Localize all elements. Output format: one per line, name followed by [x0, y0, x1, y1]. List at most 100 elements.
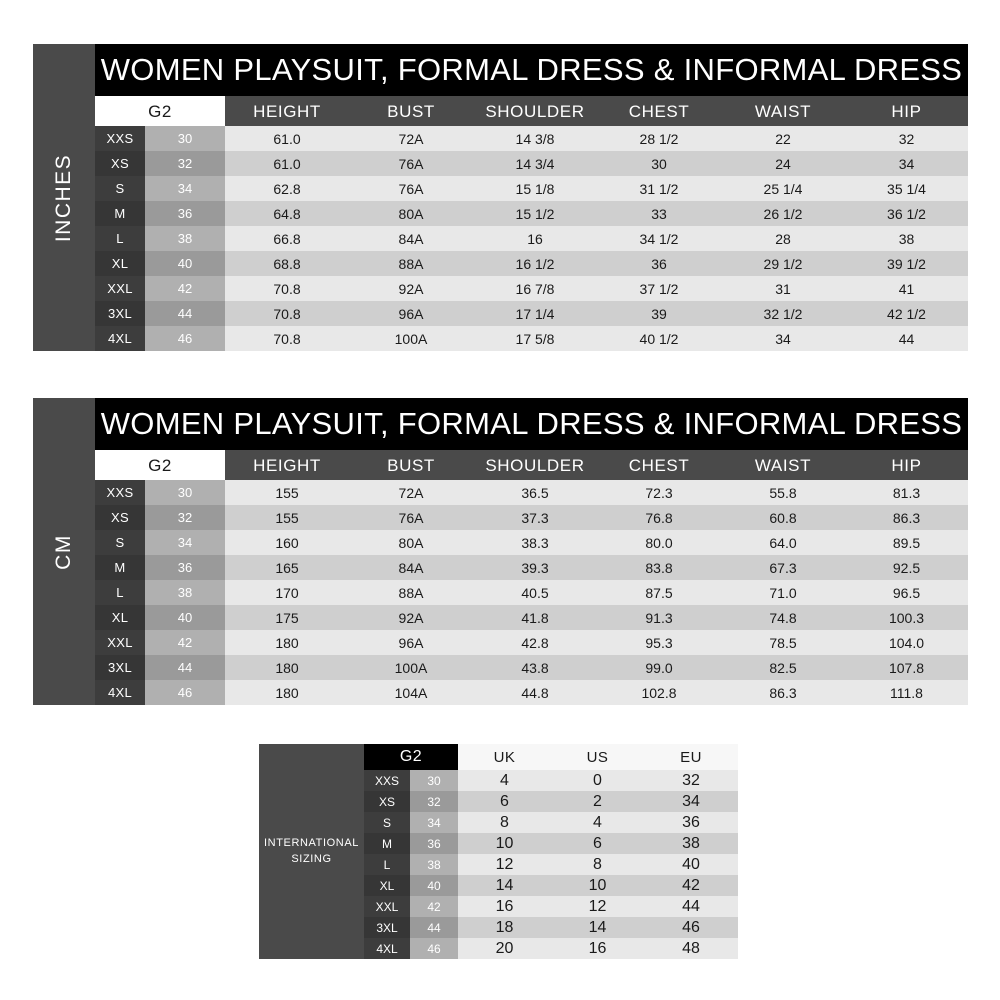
cell-measurement-value: 67.3 — [721, 555, 845, 580]
cell-measurement-value: 36 1/2 — [845, 201, 968, 226]
cell-g2-size: 42 — [145, 630, 225, 655]
cell-g2-size: 38 — [410, 854, 458, 875]
cell-measurement-value: 80A — [349, 530, 473, 555]
cell-size-label: XXL — [95, 630, 145, 655]
column-header-waist: WAIST — [721, 96, 845, 126]
cell-measurement-value: 18 — [458, 917, 551, 938]
cell-measurement-value: 29 1/2 — [721, 251, 845, 276]
cell-measurement-value: 70.8 — [225, 276, 349, 301]
column-header-shoulder: SHOULDER — [473, 96, 597, 126]
cell-measurement-value: 104.0 — [845, 630, 968, 655]
cell-measurement-value: 22 — [721, 126, 845, 151]
unit-label-cm-text: CM — [51, 533, 75, 570]
cell-measurement-value: 40.5 — [473, 580, 597, 605]
cell-measurement-value: 15 1/8 — [473, 176, 597, 201]
cell-measurement-value: 66.8 — [225, 226, 349, 251]
cell-measurement-value: 70.8 — [225, 326, 349, 351]
table-row: M 36 165 84A 39.3 83.8 67.3 92.5 — [95, 555, 968, 580]
cell-measurement-value: 61.0 — [225, 126, 349, 151]
cell-size-label: L — [364, 854, 410, 875]
cell-size-label: M — [95, 555, 145, 580]
table-row: XL 40 175 92A 41.8 91.3 74.8 100.3 — [95, 605, 968, 630]
cell-measurement-value: 89.5 — [845, 530, 968, 555]
cell-measurement-value: 35 1/4 — [845, 176, 968, 201]
cell-g2-size: 40 — [145, 605, 225, 630]
cell-measurement-value: 12 — [551, 896, 644, 917]
column-header-us: US — [551, 744, 644, 770]
cell-size-label: XXS — [95, 126, 145, 151]
international-sizing-label-line1: INTERNATIONAL — [264, 836, 359, 849]
cell-measurement-value: 160 — [225, 530, 349, 555]
measurements-table-inches: G2 HEIGHT BUST SHOULDER CHEST WAIST HIP … — [95, 96, 968, 351]
cell-g2-size: 46 — [145, 326, 225, 351]
cell-measurement-value: 87.5 — [597, 580, 721, 605]
column-header-bust: BUST — [349, 96, 473, 126]
cell-measurement-value: 36 — [644, 812, 738, 833]
table-row: XL 40 14 10 42 — [364, 875, 738, 896]
cell-measurement-value: 111.8 — [845, 680, 968, 705]
cell-size-label: M — [95, 201, 145, 226]
cell-measurement-value: 6 — [458, 791, 551, 812]
table-body-inches: XXS 30 61.0 72A 14 3/8 28 1/2 22 32 XS 32 61.0 76A 1… — [95, 126, 968, 351]
table-row: XXL 42 16 12 44 — [364, 896, 738, 917]
cell-measurement-value: 62.8 — [225, 176, 349, 201]
cell-measurement-value: 100.3 — [845, 605, 968, 630]
column-header-bust: BUST — [349, 450, 473, 480]
cell-size-label: 4XL — [364, 938, 410, 959]
cell-measurement-value: 82.5 — [721, 655, 845, 680]
table-header-row: G2 HEIGHT BUST SHOULDER CHEST WAIST HIP — [95, 450, 968, 480]
column-header-g2: G2 — [95, 96, 225, 126]
cell-measurement-value: 14 — [458, 875, 551, 896]
column-header-chest: CHEST — [597, 96, 721, 126]
column-header-chest: CHEST — [597, 450, 721, 480]
table-row: L 38 12 8 40 — [364, 854, 738, 875]
size-chart-inches: INCHES WOMEN PLAYSUIT, FORMAL DRESS & IN… — [33, 44, 968, 351]
cell-g2-size: 36 — [145, 555, 225, 580]
cell-measurement-value: 88A — [349, 580, 473, 605]
cell-size-label: XS — [95, 505, 145, 530]
cell-measurement-value: 42 1/2 — [845, 301, 968, 326]
cell-measurement-value: 34 — [644, 791, 738, 812]
cell-measurement-value: 84A — [349, 555, 473, 580]
cell-g2-size: 34 — [145, 176, 225, 201]
cell-measurement-value: 2 — [551, 791, 644, 812]
cell-measurement-value: 37.3 — [473, 505, 597, 530]
cell-g2-size: 32 — [145, 151, 225, 176]
cell-measurement-value: 24 — [721, 151, 845, 176]
table-body-cm: XXS 30 155 72A 36.5 72.3 55.8 81.3 XS 32 155 76A 37.… — [95, 480, 968, 705]
cell-measurement-value: 42.8 — [473, 630, 597, 655]
cell-measurement-value: 165 — [225, 555, 349, 580]
table-row: L 38 170 88A 40.5 87.5 71.0 96.5 — [95, 580, 968, 605]
cell-size-label: XL — [364, 875, 410, 896]
cell-g2-size: 44 — [145, 655, 225, 680]
cell-g2-size: 46 — [145, 680, 225, 705]
column-header-hip: HIP — [845, 96, 968, 126]
column-header-shoulder: SHOULDER — [473, 450, 597, 480]
cell-measurement-value: 86.3 — [845, 505, 968, 530]
cell-measurement-value: 17 1/4 — [473, 301, 597, 326]
table-row: XS 32 61.0 76A 14 3/4 30 24 34 — [95, 151, 968, 176]
table-body-international: XXS 30 4 0 32 XS 32 6 2 34 S 34 8 4 36 M 36 10 6 38 L 38 12 8 40… — [364, 770, 738, 959]
cell-measurement-value: 64.0 — [721, 530, 845, 555]
measurements-table-cm: G2 HEIGHT BUST SHOULDER CHEST WAIST HIP … — [95, 450, 968, 705]
cell-measurement-value: 68.8 — [225, 251, 349, 276]
cell-measurement-value: 44 — [644, 896, 738, 917]
cell-measurement-value: 30 — [597, 151, 721, 176]
column-header-height: HEIGHT — [225, 96, 349, 126]
cell-g2-size: 42 — [145, 276, 225, 301]
cell-measurement-value: 12 — [458, 854, 551, 875]
cell-size-label: XS — [364, 791, 410, 812]
cell-size-label: XL — [95, 605, 145, 630]
cell-size-label: XS — [95, 151, 145, 176]
cell-measurement-value: 34 — [845, 151, 968, 176]
table-row: XXS 30 155 72A 36.5 72.3 55.8 81.3 — [95, 480, 968, 505]
international-table: G2 UK US EU XXS 30 4 0 32 XS 32 6 2 34 S 34 8 4 36 M 36 1… — [364, 744, 738, 959]
cell-measurement-value: 180 — [225, 680, 349, 705]
cell-measurement-value: 16 1/2 — [473, 251, 597, 276]
cell-size-label: XXL — [364, 896, 410, 917]
cell-measurement-value: 71.0 — [721, 580, 845, 605]
table-row: M 36 64.8 80A 15 1/2 33 26 1/2 36 1/2 — [95, 201, 968, 226]
cell-measurement-value: 80A — [349, 201, 473, 226]
cell-measurement-value: 180 — [225, 630, 349, 655]
cell-measurement-value: 16 — [473, 226, 597, 251]
